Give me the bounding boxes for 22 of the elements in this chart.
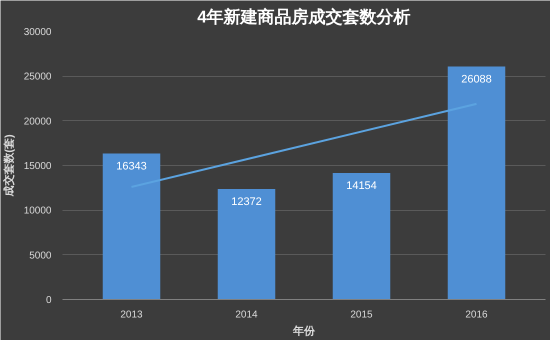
y-tick-label: 15000 xyxy=(24,161,52,172)
y-tick-label: 25000 xyxy=(24,72,52,83)
y-tick-label: 10000 xyxy=(24,206,52,217)
x-tick-label: 2016 xyxy=(465,310,488,320)
bar xyxy=(448,66,506,300)
x-tick-label: 2015 xyxy=(350,310,374,320)
y-tick-label: 20000 xyxy=(24,116,52,128)
data-label: 14154 xyxy=(346,180,377,192)
x-tick-label: 2013 xyxy=(120,310,144,320)
y-axis-title: 成交套数(套) xyxy=(2,134,16,198)
bar xyxy=(102,154,160,300)
x-axis-title: 年份 xyxy=(292,324,316,338)
data-label: 26088 xyxy=(461,73,492,86)
data-label: 16343 xyxy=(116,160,147,173)
x-tick-label: 2014 xyxy=(235,310,258,320)
y-tick-label: 30000 xyxy=(24,27,52,38)
bar xyxy=(218,188,276,300)
y-tick-label: 5000 xyxy=(29,250,52,262)
bar xyxy=(332,173,390,300)
data-label: 12372 xyxy=(231,196,262,208)
y-tick-label: 0 xyxy=(46,295,52,306)
chart-title: 4年新建商品房成交套数分析 xyxy=(197,8,411,26)
